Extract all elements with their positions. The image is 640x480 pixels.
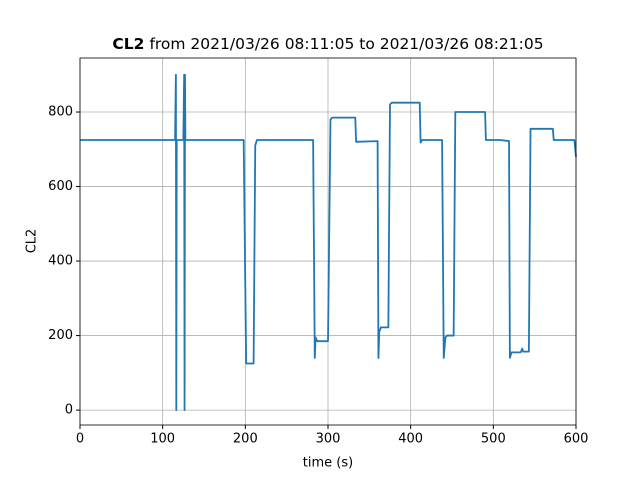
title-bold: CL2 bbox=[112, 35, 144, 53]
x-tick-label: 400 bbox=[398, 432, 423, 447]
title-rest: from 2021/03/26 08:11:05 to 2021/03/26 0… bbox=[149, 35, 543, 53]
y-tick-label: 0 bbox=[65, 403, 73, 418]
y-tick-label: 800 bbox=[48, 105, 73, 120]
y-tick-label: 600 bbox=[48, 179, 73, 194]
data-line bbox=[80, 73, 577, 411]
y-tick-label: 200 bbox=[48, 328, 73, 343]
x-axis-label: time (s) bbox=[303, 456, 353, 471]
x-tick-label: 100 bbox=[150, 432, 175, 447]
x-tick-label: 600 bbox=[564, 432, 589, 447]
y-tick-label: 400 bbox=[48, 254, 73, 269]
x-tick-label: 0 bbox=[76, 432, 84, 447]
x-tick-label: 300 bbox=[316, 432, 341, 447]
chart-title: CL2 from 2021/03/26 08:11:05 to 2021/03/2… bbox=[112, 35, 543, 53]
plot-frame bbox=[79, 57, 577, 426]
x-tick-label: 500 bbox=[481, 432, 506, 447]
y-axis-label: CL2 bbox=[25, 229, 40, 254]
x-tick-label: 200 bbox=[233, 432, 258, 447]
